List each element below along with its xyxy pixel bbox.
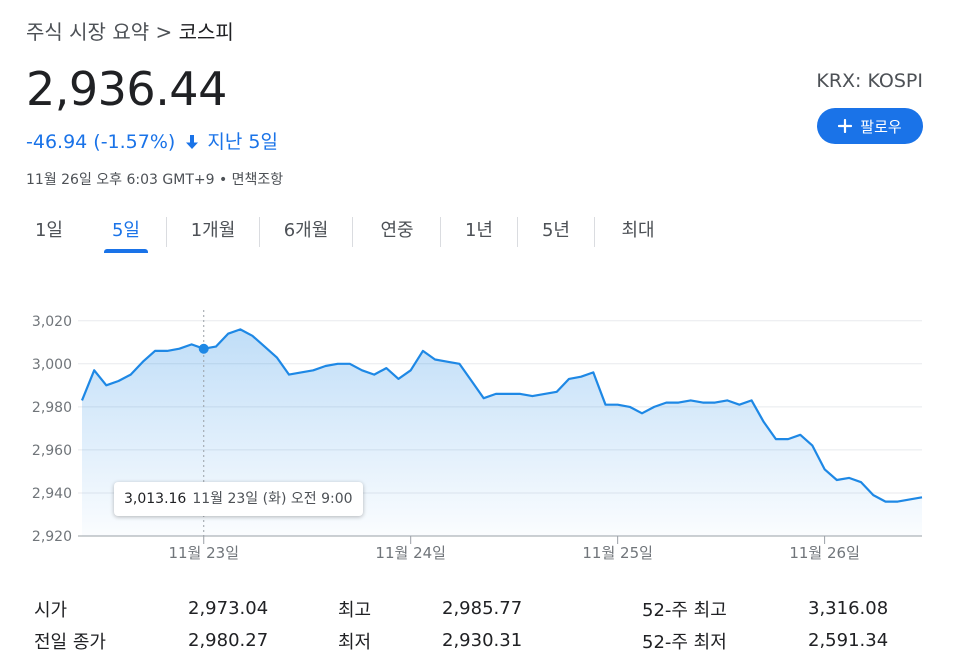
x-tick-label: 11월 24일 [375,544,446,562]
stat-52w-low-value: 2,591.34 [808,630,889,651]
tab-1m[interactable]: 1개월 [190,220,236,241]
stat-prev-close-value: 2,980.27 [188,630,269,651]
tab-1d[interactable]: 1일 [34,220,63,241]
stat-high-label: 최고 [338,600,372,621]
y-tick-label: 2,940 [32,486,72,502]
y-tick-label: 2,920 [32,529,72,545]
x-tick-label: 11월 25일 [582,544,653,562]
price-change-value: -46.94 (-1.57%) [26,131,176,153]
range-tabs: 1일 5일 1개월 6개월 연중 1년 5년 최대 [0,212,961,257]
stat-low-value: 2,930.31 [442,630,523,651]
arrow-down-icon [186,135,199,149]
price-change: -46.94 (-1.57%) 지난 5일 [26,127,278,154]
y-tick-label: 2,960 [32,443,72,459]
price-line [80,328,923,503]
tooltip-date: 11월 23일 (화) 오전 9:00 [192,491,353,507]
follow-button[interactable]: 팔로우 [817,108,923,144]
chart-tooltip: 3,013.16 11월 23일 (화) 오전 9:00 [114,482,363,516]
price-change-period: 지난 5일 [207,131,278,153]
stat-52w-low-label: 52-주 최저 [642,632,727,653]
quote-timestamp: 11월 26일 오후 6:03 GMT+9 • 면책조항 [26,172,284,188]
tab-divider [440,217,441,247]
tab-6m[interactable]: 6개월 [283,220,329,241]
breadcrumb-parent[interactable]: 주식 시장 요약 [26,20,150,44]
stat-open-value: 2,973.04 [188,598,269,619]
stat-low-label: 최저 [338,632,372,653]
plus-icon [838,119,853,133]
tab-divider [517,217,518,247]
follow-button-label: 팔로우 [860,117,902,136]
tab-1y[interactable]: 1년 [464,220,493,241]
stat-prev-close-label: 전일 종가 [34,632,106,653]
price-chart[interactable]: 3,020 3,000 2,980 2,960 2,940 2,920 11월 23일 11월… [0,290,961,575]
breadcrumb-current: 코스피 [178,20,234,44]
hover-point [198,343,209,354]
tab-divider [259,217,260,247]
tab-divider [352,217,353,247]
y-tick-label: 2,980 [32,400,72,416]
breadcrumb: 주식 시장 요약 > 코스피 [26,16,234,45]
active-tab-indicator [104,249,148,253]
tab-5y[interactable]: 5년 [541,220,570,241]
stat-high-value: 2,985.77 [442,598,523,619]
x-tick-label: 11월 26일 [789,544,860,562]
stat-52w-high-label: 52-주 최고 [642,600,727,621]
exchange-ticker: KRX: KOSPI [816,70,923,92]
tab-divider [594,217,595,247]
tooltip-value: 3,013.16 [124,491,187,507]
breadcrumb-separator: > [155,20,173,44]
x-tick-label: 11월 23일 [168,544,239,562]
tab-divider [166,217,167,247]
y-tick-label: 3,000 [32,357,72,373]
tab-max[interactable]: 최대 [621,220,655,241]
tab-ytd[interactable]: 연중 [380,220,414,241]
y-tick-label: 3,020 [32,314,72,330]
stat-52w-high-value: 3,316.08 [808,598,889,619]
stat-open-label: 시가 [34,600,68,621]
tab-5d[interactable]: 5일 [111,220,140,241]
current-price: 2,936.44 [26,62,227,116]
